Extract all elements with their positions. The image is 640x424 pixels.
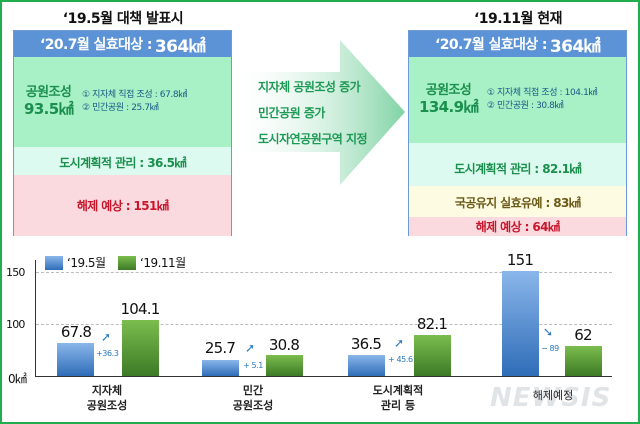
bar-nov-private-park xyxy=(266,355,303,376)
value-nov-city-plan: 82.1 xyxy=(416,315,448,333)
category-release: 해제예정 xyxy=(508,389,598,404)
legend-label-may: ‘19.5월 xyxy=(67,256,106,270)
value-nov-release: 62 xyxy=(574,326,592,344)
value-nov-private-park: 30.8 xyxy=(268,336,300,354)
category-line: 해제예정 xyxy=(532,389,574,402)
legend-item-nov: ‘19.11월 xyxy=(118,254,186,271)
bar-nov-city-plan xyxy=(414,335,451,376)
left-city-plan-row: 도시계획적 관리 : 36.5㎢ xyxy=(14,147,231,177)
bar-may-city-plan xyxy=(348,355,385,376)
bar-may-release xyxy=(502,271,539,376)
bar-may-local-park xyxy=(57,343,94,376)
left-panel-title: ‘19.5월 대책 발표시 xyxy=(62,11,184,27)
value-may-city-plan: 36.5 xyxy=(350,335,382,353)
bar-may-private-park xyxy=(202,360,239,376)
right-panel-title: ‘19.11월 현재 xyxy=(473,11,563,27)
left-park-item-1: ① 지자체 직접 조성 : 67.8㎢ xyxy=(82,89,187,100)
right-park-item-1: ① 지자체 직접 조성 : 104.1㎢ xyxy=(486,87,598,98)
gridline-100 xyxy=(36,324,612,325)
bar-nov-local-park xyxy=(122,320,159,376)
value-may-release: 151 xyxy=(506,251,534,269)
right-park-value: 134.9㎢ xyxy=(419,97,478,116)
right-summary-panel: ‘20.7월 실효대상 : 364㎢ 공원조성 134.9㎢ ① 지자체 직접 … xyxy=(408,30,627,236)
increase-arrow-icon: ➚ xyxy=(394,336,405,350)
right-state-land-row: 국공유지 실효유예 : 83㎢ xyxy=(409,186,626,218)
category-line: 지자체 xyxy=(91,384,123,397)
left-park-label: 공원조성 xyxy=(25,84,72,100)
delta-local-park: +36.3 xyxy=(96,349,119,358)
arrow-text-1: 지자체 공원조성 증가 xyxy=(258,80,361,94)
decrease-arrow-icon: ➘ xyxy=(543,325,554,339)
left-release-row-text: 해제 예상 : 151㎢ xyxy=(14,175,231,235)
value-nov-local-park: 104.1 xyxy=(120,300,161,318)
right-release-row: 해제 예상 : 64㎢ xyxy=(409,217,626,236)
delta-city-plan: + 45.6 xyxy=(388,355,413,364)
legend-label-nov: ‘19.11월 xyxy=(140,256,186,270)
left-park-item-2: ② 민간공원 : 25.7㎢ xyxy=(82,103,159,113)
category-local-park: 지자체 공원조성 xyxy=(62,384,152,414)
right-park-breakdown: ① 지자체 직접 조성 : 104.1㎢ ② 민간공원 : 30.8㎢ xyxy=(486,87,598,114)
legend-swatch-blue xyxy=(45,255,63,270)
left-park-row: 공원조성 93.5㎢ ① 지자체 직접 조성 : 67.8㎢ ② 민간공원 : … xyxy=(14,57,231,147)
ytick-100: 100 xyxy=(6,318,25,331)
category-line: 관리 등 xyxy=(380,398,416,412)
right-park-total: 공원조성 134.9㎢ xyxy=(419,82,478,116)
right-header-label: ‘20.7월 실효대상 : xyxy=(435,37,547,53)
value-may-local-park: 67.8 xyxy=(60,323,92,341)
left-park-value: 93.5㎢ xyxy=(24,99,74,118)
left-header-label: ‘20.7월 실효대상 : xyxy=(40,37,152,53)
legend-swatch-green xyxy=(118,255,136,270)
left-park-total: 공원조성 93.5㎢ xyxy=(24,84,74,118)
right-park-item-2: ② 민간공원 : 30.8㎢ xyxy=(486,101,564,111)
category-city-plan: 도시계획적 관리 등 xyxy=(353,384,443,414)
newsis-watermark: NEWSIS xyxy=(490,383,612,413)
gridline-150 xyxy=(36,272,612,273)
delta-private-park: + 5.1 xyxy=(243,361,263,370)
left-header-row: ‘20.7월 실효대상 : 364㎢ xyxy=(14,31,231,57)
right-park-label: 공원조성 xyxy=(425,82,472,98)
legend-item-may: ‘19.5월 xyxy=(45,254,106,271)
left-park-breakdown: ① 지자체 직접 조성 : 67.8㎢ ② 민간공원 : 25.7㎢ xyxy=(82,89,187,116)
right-header-value: 364㎢ xyxy=(549,36,601,57)
right-header-row: ‘20.7월 실효대상 : 364㎢ xyxy=(409,31,626,57)
y-axis xyxy=(35,260,36,377)
category-line: 도시계획적 xyxy=(372,384,424,397)
arrow-text-3: 도시자연공원구역 지정 xyxy=(258,132,368,146)
arrow-text-2: 민간공원 증가 xyxy=(258,106,325,120)
transition-arrow-icon xyxy=(240,40,405,185)
delta-release: − 89 xyxy=(541,344,559,353)
x-axis xyxy=(35,376,612,377)
category-line: 공원조성 xyxy=(232,398,274,412)
left-header-value: 364㎢ xyxy=(154,36,206,57)
bar-nov-release xyxy=(565,346,602,376)
category-line: 민간 xyxy=(242,384,264,397)
right-city-plan-row: 도시계획적 관리 : 82.1㎢ xyxy=(409,143,626,193)
increase-arrow-icon: ➚ xyxy=(245,341,256,355)
category-private-park: 민간 공원조성 xyxy=(208,384,298,414)
increase-arrow-icon: ➚ xyxy=(101,330,112,344)
category-line: 공원조성 xyxy=(86,398,128,412)
value-may-private-park: 25.7 xyxy=(204,339,236,357)
ytick-150: 150 xyxy=(6,266,25,279)
ytick-0: 0㎢ xyxy=(8,372,27,386)
right-park-row: 공원조성 134.9㎢ ① 지자체 직접 조성 : 104.1㎢ ② 민간공원 … xyxy=(409,57,626,143)
